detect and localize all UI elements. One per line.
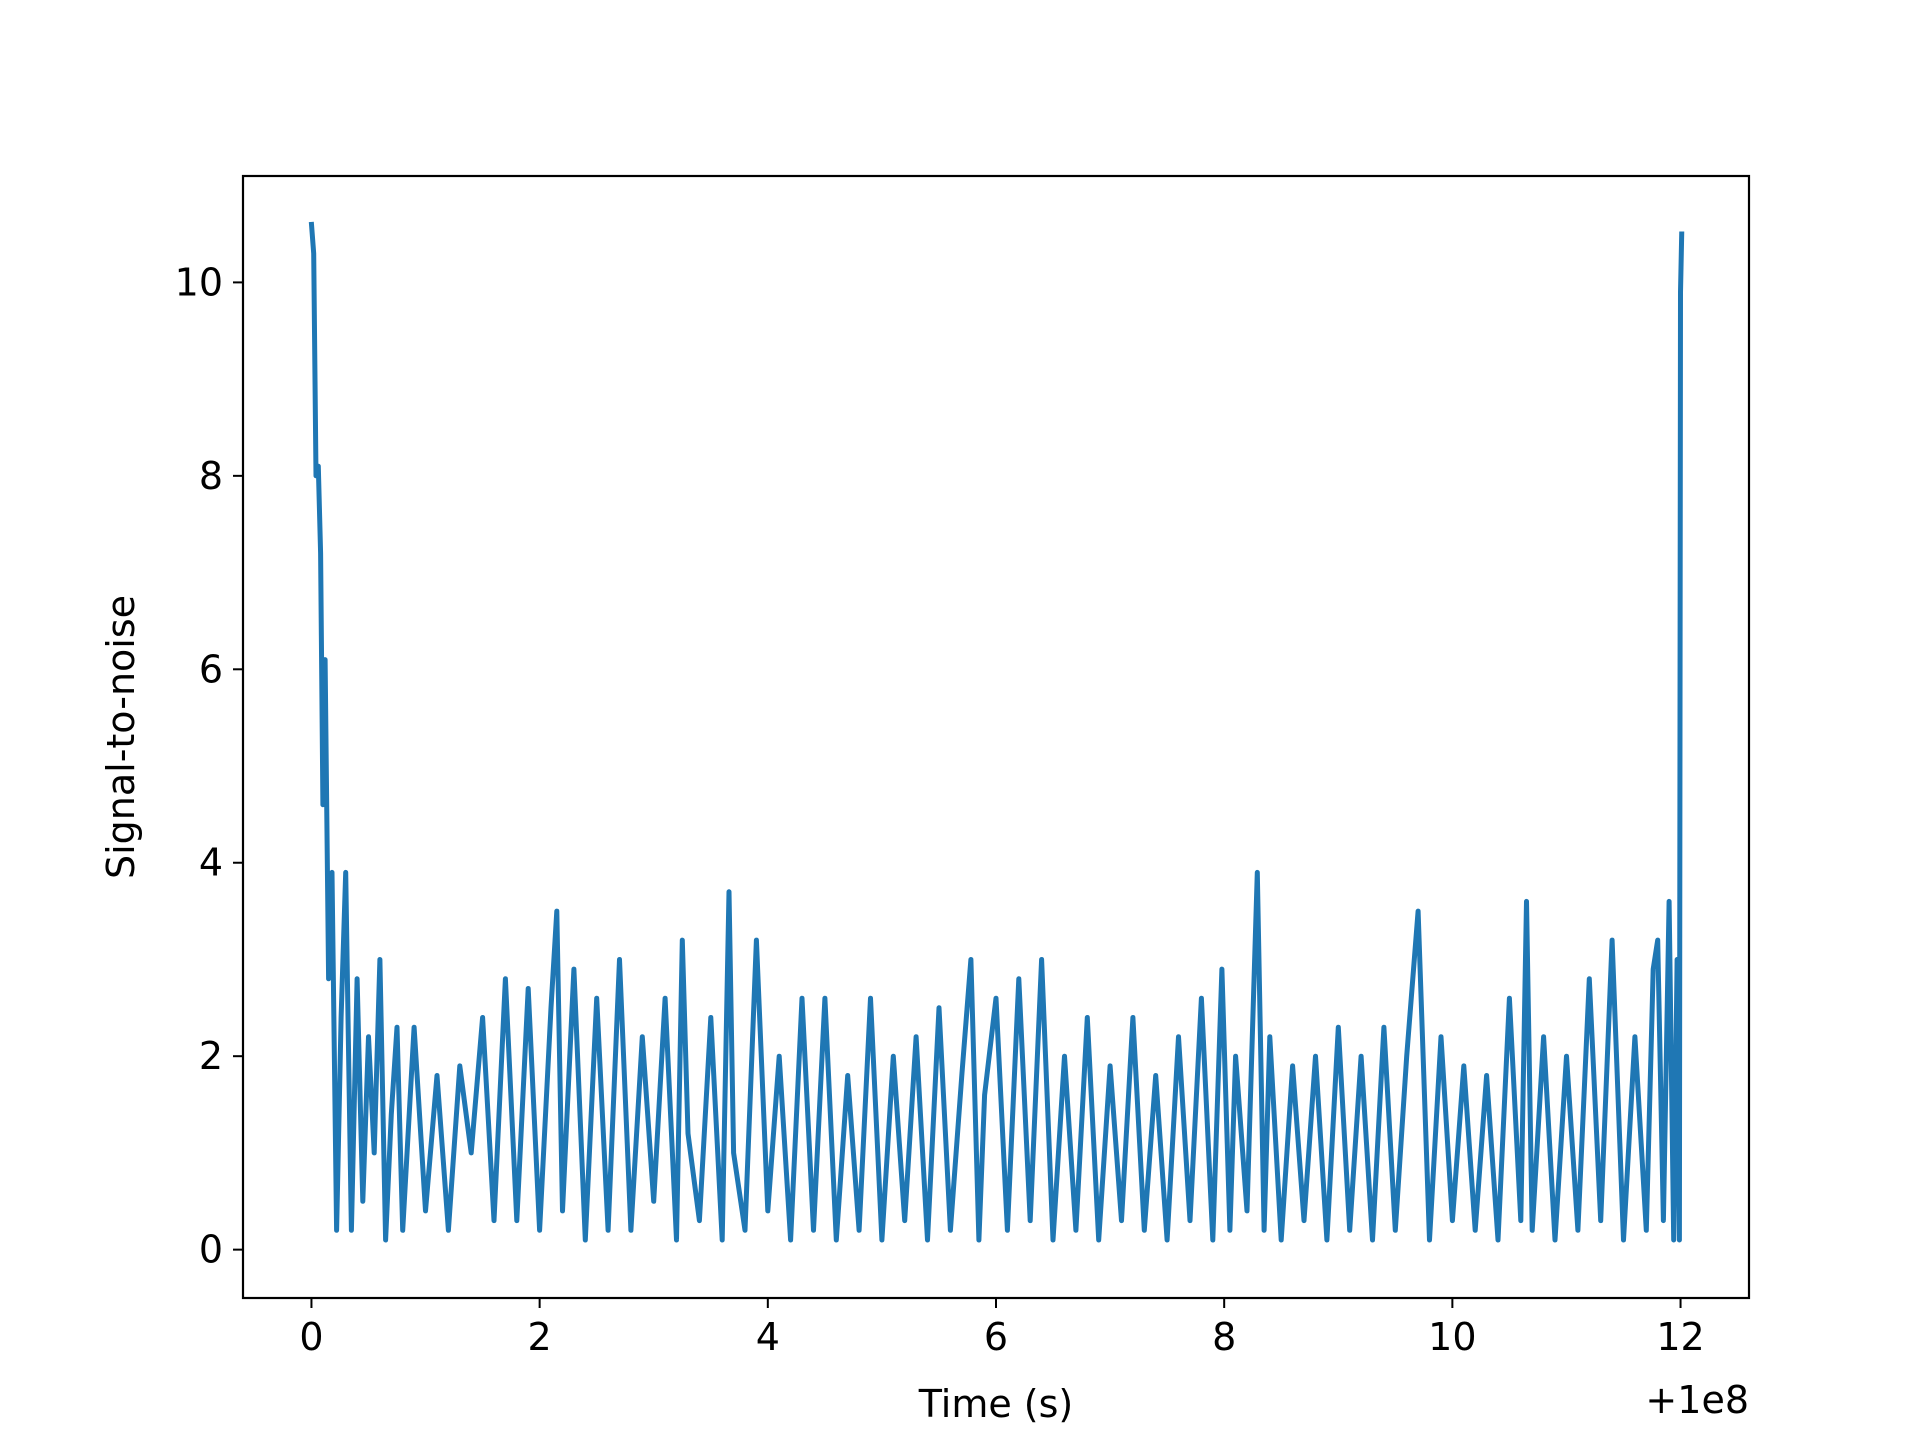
y-tick-label: 0 <box>199 1228 223 1272</box>
y-tick-label: 10 <box>175 260 223 304</box>
x-tick-label: 6 <box>984 1315 1008 1359</box>
x-axis-title: Time (s) <box>918 1382 1074 1426</box>
y-tick-label: 8 <box>199 454 223 498</box>
x-axis-offset-label: +1e8 <box>1645 1378 1749 1422</box>
y-tick-label: 4 <box>199 841 223 885</box>
x-tick-label: 4 <box>756 1315 780 1359</box>
x-tick-label: 2 <box>528 1315 552 1359</box>
y-axis-ticks: 0 2 4 6 8 10 <box>175 260 243 1272</box>
y-tick-label: 2 <box>199 1034 223 1078</box>
x-tick-label: 12 <box>1656 1315 1704 1359</box>
y-tick-label: 6 <box>199 647 223 691</box>
y-axis-title: Signal-to-noise <box>99 595 143 879</box>
plot-area <box>308 221 1685 1243</box>
x-tick-label: 0 <box>299 1315 323 1359</box>
x-tick-label: 10 <box>1428 1315 1476 1359</box>
x-tick-label: 8 <box>1212 1315 1236 1359</box>
series-line <box>308 221 1685 1243</box>
x-axis-ticks: 0 2 4 6 8 10 12 <box>299 1298 1705 1359</box>
